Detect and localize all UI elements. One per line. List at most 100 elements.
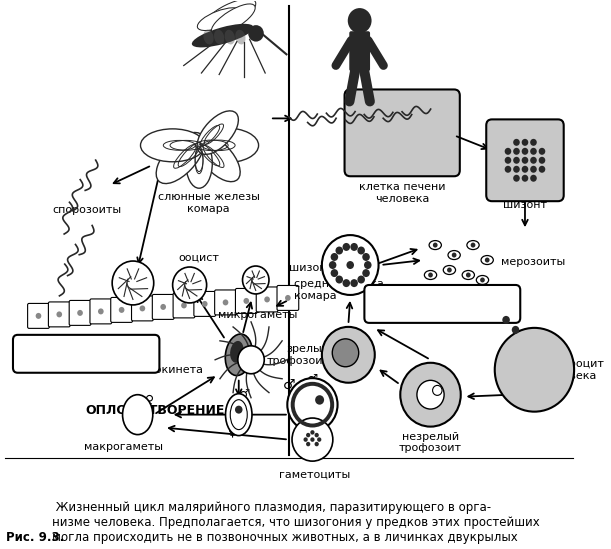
FancyBboxPatch shape <box>173 293 195 318</box>
Text: оокинета: оокинета <box>149 365 204 375</box>
Circle shape <box>322 327 375 383</box>
Circle shape <box>513 148 520 155</box>
Text: эритроцит
человека: эритроцит человека <box>542 359 604 380</box>
Circle shape <box>285 295 291 301</box>
Circle shape <box>513 166 520 173</box>
Text: слюнные железы
комара: слюнные железы комара <box>158 192 260 214</box>
Ellipse shape <box>203 0 256 31</box>
Circle shape <box>452 253 456 257</box>
Circle shape <box>310 430 315 435</box>
Circle shape <box>222 299 229 305</box>
Text: макрогаметы: макрогаметы <box>84 441 163 452</box>
Circle shape <box>530 148 537 155</box>
Circle shape <box>522 166 529 173</box>
Circle shape <box>530 166 537 173</box>
FancyBboxPatch shape <box>349 31 370 71</box>
Circle shape <box>505 157 511 164</box>
FancyBboxPatch shape <box>194 292 216 316</box>
Ellipse shape <box>192 128 258 163</box>
FancyBboxPatch shape <box>27 304 49 328</box>
Circle shape <box>530 139 537 146</box>
Circle shape <box>331 253 338 261</box>
Text: ♂: ♂ <box>307 373 318 386</box>
Circle shape <box>77 310 83 316</box>
Text: микрогаметы: микрогаметы <box>218 310 298 320</box>
Circle shape <box>513 139 520 146</box>
Text: средняя кишка
комара: средняя кишка комара <box>293 279 384 301</box>
Circle shape <box>530 175 537 182</box>
Ellipse shape <box>429 240 441 250</box>
Circle shape <box>505 148 511 155</box>
Ellipse shape <box>467 240 479 250</box>
Circle shape <box>238 346 264 374</box>
Text: ♀: ♀ <box>294 443 303 456</box>
Circle shape <box>112 261 154 305</box>
Circle shape <box>343 243 350 251</box>
Text: клетка печени
человека: клетка печени человека <box>359 182 445 204</box>
Circle shape <box>315 395 324 405</box>
FancyBboxPatch shape <box>277 285 299 310</box>
Text: ♀: ♀ <box>145 393 155 406</box>
FancyBboxPatch shape <box>90 299 112 324</box>
FancyBboxPatch shape <box>256 287 278 312</box>
Text: мерозоиты: мерозоиты <box>502 257 566 267</box>
Ellipse shape <box>214 30 224 44</box>
Ellipse shape <box>481 255 493 265</box>
Circle shape <box>350 243 358 251</box>
Circle shape <box>357 247 365 255</box>
Circle shape <box>485 257 489 262</box>
Circle shape <box>417 380 444 409</box>
Circle shape <box>181 302 187 309</box>
Circle shape <box>522 175 529 182</box>
Text: СПОРОГОНИЯ: СПОРОГОНИЯ <box>37 348 136 360</box>
Circle shape <box>522 157 529 164</box>
Text: ♀: ♀ <box>227 425 236 438</box>
Ellipse shape <box>235 30 246 44</box>
Circle shape <box>56 311 62 317</box>
Circle shape <box>480 277 485 283</box>
FancyBboxPatch shape <box>131 296 153 321</box>
Circle shape <box>306 433 310 438</box>
Circle shape <box>539 148 545 155</box>
Circle shape <box>322 235 379 295</box>
FancyBboxPatch shape <box>486 119 564 201</box>
Circle shape <box>331 269 338 277</box>
Circle shape <box>35 313 42 319</box>
Circle shape <box>304 438 308 442</box>
FancyBboxPatch shape <box>214 290 236 315</box>
Circle shape <box>202 301 208 307</box>
Circle shape <box>315 442 319 446</box>
Ellipse shape <box>462 271 474 279</box>
Ellipse shape <box>197 8 241 31</box>
Circle shape <box>447 267 452 272</box>
Circle shape <box>433 243 437 248</box>
Ellipse shape <box>225 334 252 376</box>
Circle shape <box>470 243 475 248</box>
Circle shape <box>119 307 125 313</box>
Circle shape <box>466 272 470 277</box>
Circle shape <box>512 326 519 334</box>
Circle shape <box>343 279 350 287</box>
Ellipse shape <box>123 395 153 435</box>
FancyBboxPatch shape <box>111 298 133 322</box>
Circle shape <box>357 276 365 283</box>
FancyBboxPatch shape <box>69 300 91 326</box>
Ellipse shape <box>211 4 255 35</box>
Circle shape <box>310 438 315 442</box>
Circle shape <box>335 276 343 283</box>
Circle shape <box>530 157 537 164</box>
Ellipse shape <box>196 135 240 182</box>
FancyBboxPatch shape <box>364 285 520 323</box>
FancyBboxPatch shape <box>13 335 159 373</box>
Ellipse shape <box>141 129 205 162</box>
Ellipse shape <box>186 138 212 188</box>
Text: шизонт: шизонт <box>289 263 333 273</box>
Circle shape <box>362 253 370 261</box>
Ellipse shape <box>230 341 244 363</box>
Text: зрелый
трофозоит: зрелый трофозоит <box>266 344 329 366</box>
Circle shape <box>495 328 574 412</box>
Circle shape <box>400 363 461 427</box>
Ellipse shape <box>443 266 456 274</box>
Circle shape <box>329 261 337 269</box>
Ellipse shape <box>448 250 460 260</box>
